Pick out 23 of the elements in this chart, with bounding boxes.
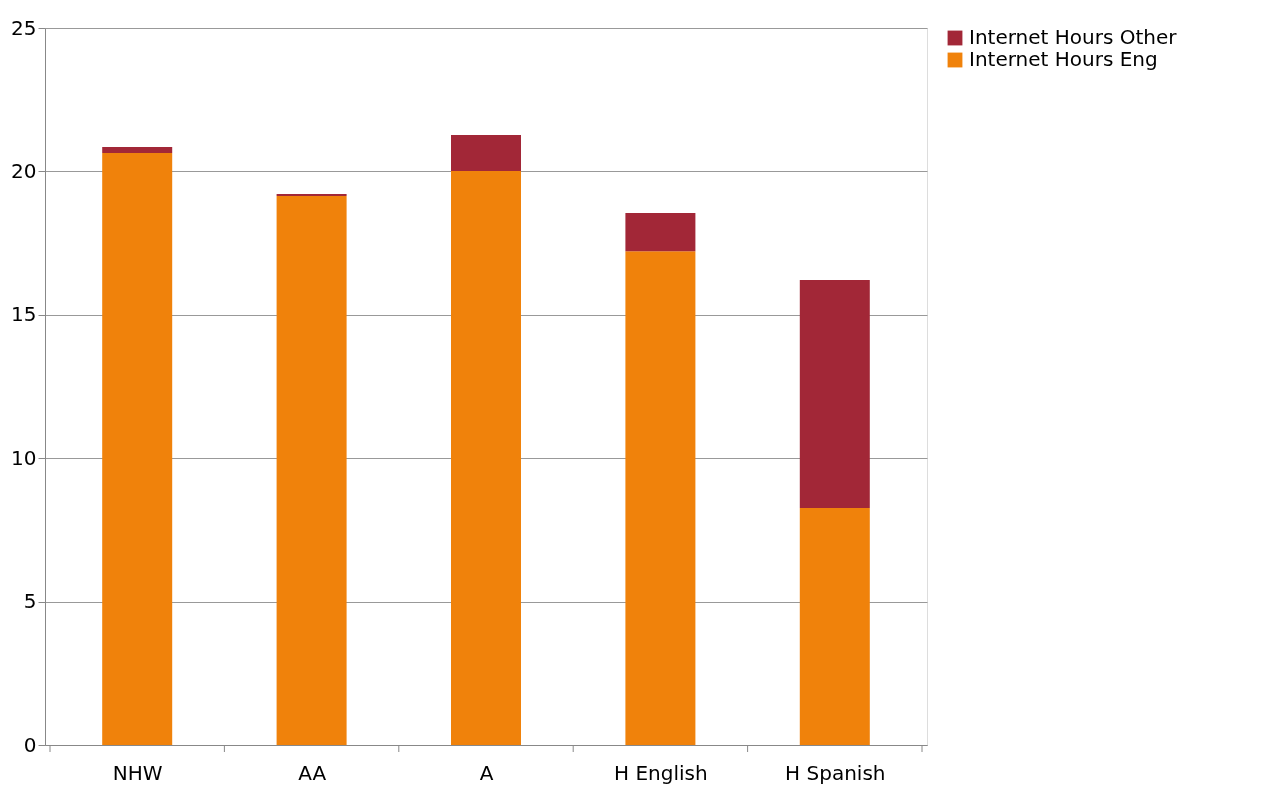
x-tick-label: A <box>479 760 494 785</box>
x-tick-label: H English <box>614 760 708 785</box>
bar <box>102 153 173 745</box>
x-tick-label: NHW <box>112 760 163 785</box>
bar <box>799 280 870 509</box>
y-tick-label: 15 <box>11 302 37 327</box>
y-tick-label: 10 <box>11 445 37 470</box>
bar <box>102 147 173 154</box>
legend-label: Internet Hours Other <box>969 25 1178 49</box>
y-tick-label: 20 <box>11 158 37 183</box>
y-tick-label: 0 <box>23 732 37 757</box>
bar <box>276 194 347 197</box>
x-tick-label: AA <box>298 760 327 785</box>
bar <box>451 171 521 745</box>
y-tick-label: 25 <box>11 15 37 40</box>
legend-label: Internet Hours Eng <box>969 47 1158 71</box>
bar <box>799 508 870 745</box>
bar <box>451 134 521 172</box>
y-tick-label: 5 <box>23 589 37 614</box>
x-tick-label: H Spanish <box>785 760 886 785</box>
bar <box>276 196 347 745</box>
bar <box>625 212 696 252</box>
bar <box>625 251 696 745</box>
